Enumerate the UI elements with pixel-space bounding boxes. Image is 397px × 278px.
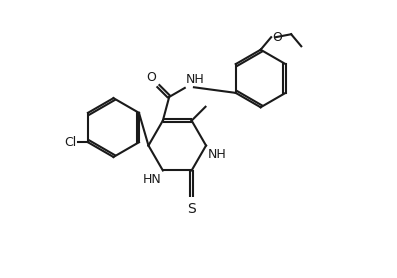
Text: NH: NH	[208, 148, 226, 161]
Text: HN: HN	[143, 173, 161, 186]
Text: O: O	[272, 31, 282, 44]
Text: O: O	[146, 71, 156, 84]
Text: Cl: Cl	[64, 136, 77, 149]
Text: NH: NH	[185, 73, 204, 86]
Text: S: S	[187, 202, 196, 215]
